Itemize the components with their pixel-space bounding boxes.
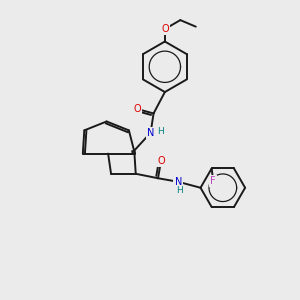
Text: H: H bbox=[176, 186, 183, 195]
Text: N: N bbox=[147, 128, 154, 138]
Text: O: O bbox=[161, 24, 169, 34]
Text: N: N bbox=[175, 177, 182, 187]
Text: H: H bbox=[157, 127, 164, 136]
Text: O: O bbox=[157, 156, 165, 166]
Text: O: O bbox=[134, 104, 141, 114]
Text: F: F bbox=[210, 176, 216, 186]
